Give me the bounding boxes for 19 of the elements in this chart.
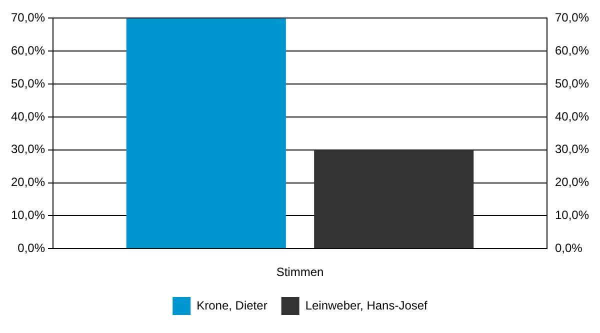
text: 60,0% xyxy=(554,43,590,58)
y-tick-label: 10,0% xyxy=(10,208,46,222)
legend-label: Krone, Dieter xyxy=(196,298,268,312)
text: 50,0% xyxy=(554,76,590,90)
y-tick-label: 50,0% xyxy=(10,76,46,90)
text: 0,0% xyxy=(554,240,582,255)
y-tick-label: 0,0% xyxy=(18,240,46,255)
y-tick-label: 20,0% xyxy=(10,175,46,190)
y-tick-label: 70,0% xyxy=(10,10,46,25)
text: 40,0% xyxy=(554,109,590,124)
legend-label: Leinweber, Hans-Josef xyxy=(305,298,428,312)
y-tick-label: 40,0% xyxy=(10,109,46,124)
text: 20,0% xyxy=(554,175,590,190)
text: 10,0% xyxy=(554,208,590,222)
text: 70,0% xyxy=(554,10,590,25)
y-tick-label: 30,0% xyxy=(10,142,46,156)
x-tick-label: Stimmen xyxy=(276,265,324,280)
text: 30,0% xyxy=(554,142,590,156)
y-tick-label: 60,0% xyxy=(10,43,46,58)
